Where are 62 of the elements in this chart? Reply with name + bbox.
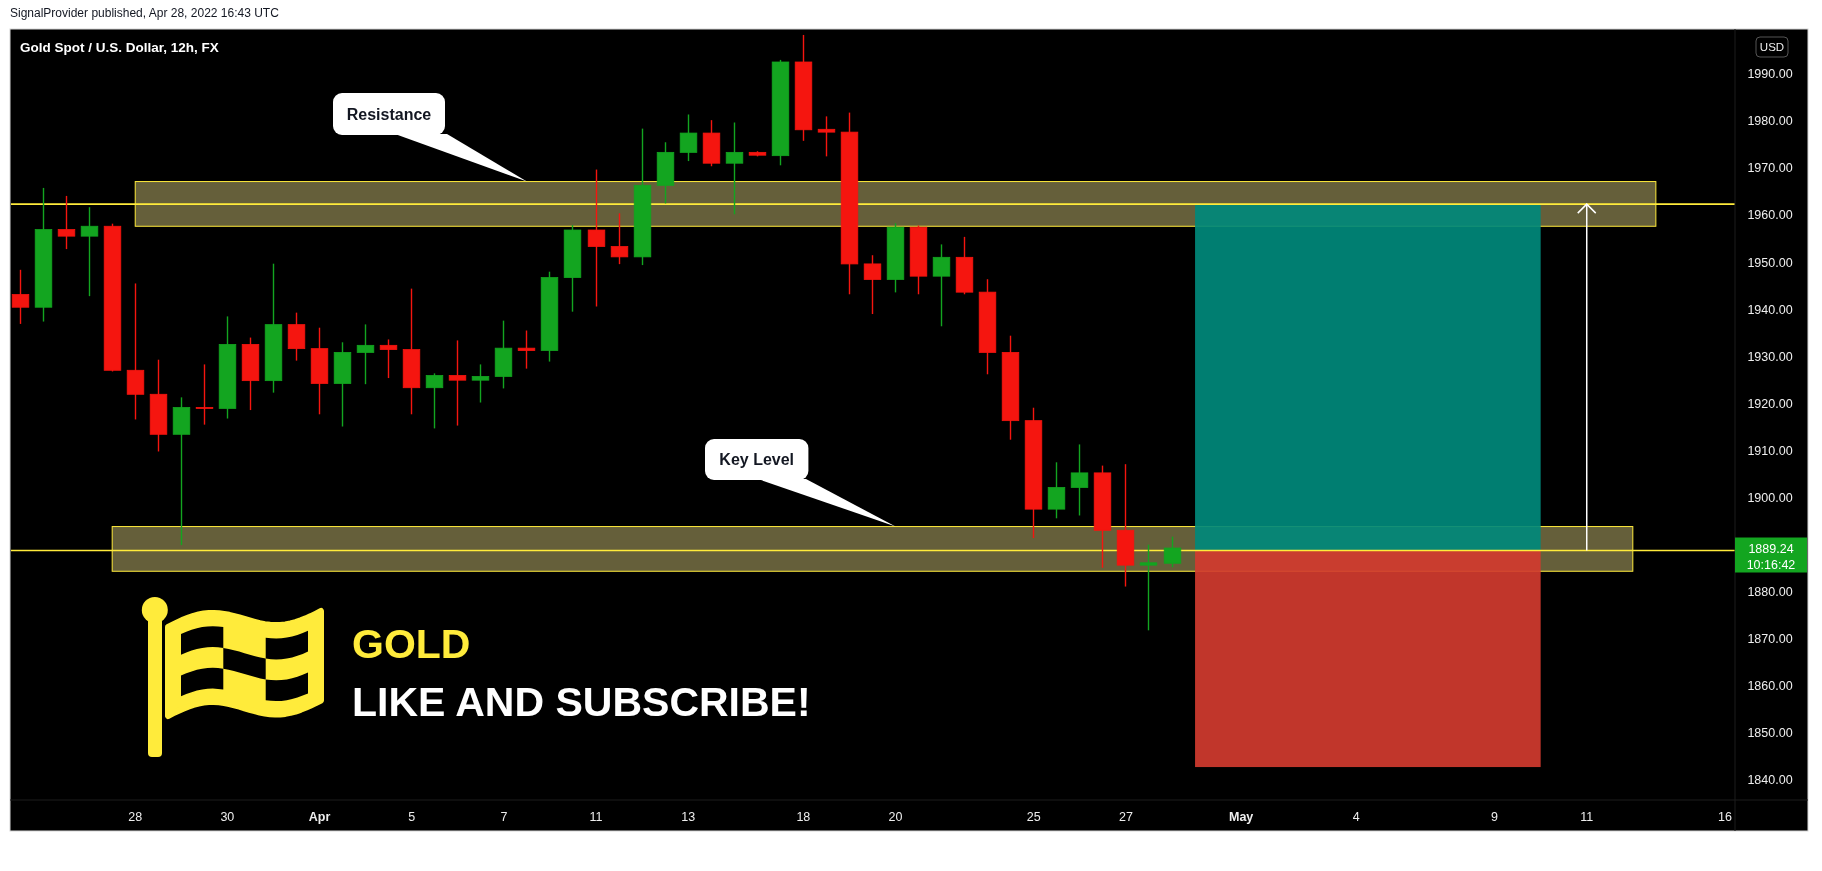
- y-tick-label: 1990.00: [1747, 67, 1793, 82]
- x-tick-label: 11: [589, 810, 603, 824]
- candlestick: [517, 330, 536, 369]
- y-tick-label: 1930.00: [1747, 349, 1793, 364]
- x-tick-label: 11: [1580, 810, 1594, 824]
- y-tick-label: 1920.00: [1747, 396, 1793, 411]
- candlestick: [1139, 544, 1158, 631]
- band-label: Key Level: [719, 451, 795, 468]
- y-axis-title: USD: [1759, 41, 1785, 53]
- candlestick: [425, 373, 444, 429]
- y-tick-label: 1940.00: [1747, 302, 1793, 317]
- x-tick-label: 20: [888, 810, 903, 824]
- y-tick-label: 1880.00: [1747, 585, 1793, 599]
- x-tick-label: 27: [1118, 810, 1133, 824]
- y-tick-label: 1960.00: [1747, 208, 1793, 223]
- candlestick: [471, 364, 490, 403]
- candlestick: [80, 207, 99, 297]
- y-tick-label: 1870.00: [1747, 632, 1793, 647]
- annotation: LIKE AND SUBSCRIBE!: [352, 679, 811, 725]
- candlestick: [610, 213, 629, 265]
- candlestick: [11, 269, 30, 324]
- y-tick-label: 1950.00: [1747, 255, 1793, 270]
- annotation: GOLD: [352, 621, 471, 667]
- text: Gold Spot / U.S. Dollar, 12h, FX: [20, 40, 219, 55]
- band-label: Resistance: [346, 105, 432, 123]
- candlestick: [932, 244, 951, 327]
- y-tick-label: 1850.00: [1747, 726, 1793, 741]
- x-tick-label: 16: [1718, 810, 1732, 824]
- y-tick-label: 1840.00: [1747, 773, 1793, 788]
- candlestick: [356, 324, 375, 385]
- y-tick-label: 1860.00: [1747, 679, 1793, 694]
- candlestick: [863, 255, 882, 315]
- x-tick-label: 13: [681, 810, 696, 824]
- x-tick-label: 28: [128, 810, 143, 824]
- x-tick-label: Apr: [308, 810, 331, 824]
- x-tick-label: 30: [220, 810, 235, 824]
- x-tick-label: 9: [1491, 810, 1499, 824]
- y-tick-label: 1900.00: [1747, 490, 1793, 505]
- candlestick: [1163, 536, 1182, 568]
- text: SignalProvider published, Apr 28, 2022 16:43 UTC: [10, 6, 280, 20]
- y-tick-label: 1980.00: [1747, 114, 1793, 129]
- x-tick-label: 5: [408, 810, 416, 824]
- candlestick: [126, 283, 145, 420]
- candlestick: [57, 195, 76, 250]
- candlestick: [817, 116, 836, 157]
- candlestick: [1070, 444, 1089, 516]
- y-tick-label: 1910.00: [1747, 443, 1793, 458]
- x-tick-label: 25: [1026, 810, 1041, 824]
- candlestick: [679, 114, 698, 162]
- x-tick-label: 18: [796, 810, 811, 824]
- text: 1889.24: [1748, 541, 1794, 556]
- candlestick: [448, 340, 467, 426]
- x-tick-label: May: [1228, 810, 1254, 824]
- candlestick: [587, 169, 606, 307]
- candlestick: [1047, 462, 1066, 519]
- candlestick: [725, 122, 744, 215]
- y-tick-label: 1970.00: [1747, 161, 1793, 176]
- x-tick-label: 4: [1352, 810, 1360, 824]
- text: 10:16:42: [1746, 558, 1796, 573]
- candlestick: [195, 364, 214, 425]
- x-tick-label: 7: [500, 810, 508, 824]
- candlestick: [379, 339, 398, 379]
